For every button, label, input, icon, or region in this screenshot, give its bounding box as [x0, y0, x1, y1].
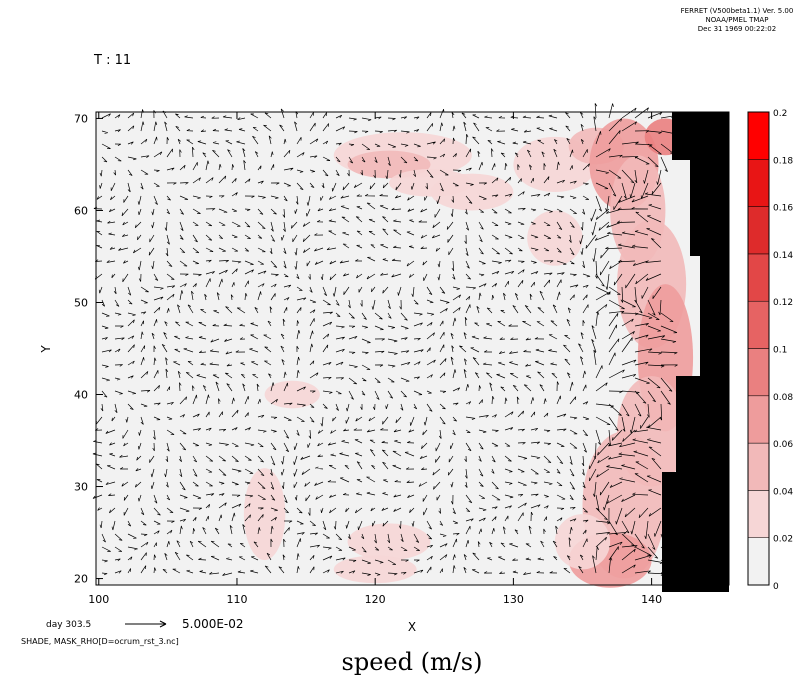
mask-cell [700, 292, 729, 304]
colorbar-swatch-4 [747, 348, 770, 397]
mask-cell [690, 244, 729, 256]
vector-field [92, 103, 678, 576]
y-axis-label: Y [39, 345, 53, 354]
mask-cell [662, 484, 729, 496]
speed-shade-16 [243, 468, 286, 561]
x-tick-label-130: 130 [503, 593, 524, 606]
y-tick-label-60: 60 [74, 204, 88, 217]
mask-cell [690, 232, 729, 244]
mask-cell [700, 340, 729, 352]
mask-cell [700, 316, 729, 328]
mask-cell [676, 388, 729, 400]
ferret-version: FERRET (V500beta1.1) Ver. 5.00 [681, 7, 794, 15]
speed-shade-17 [527, 210, 583, 266]
mask-cell [690, 172, 729, 184]
axis-ticks [96, 112, 729, 585]
colorbar: 0 0.02 0.04 0.06 0.08 0.1 0.12 0.14 0.16 0.18 0.2 [747, 109, 793, 592]
vector-arrows [92, 103, 678, 576]
mask-cell [676, 376, 729, 388]
mask-cell [676, 412, 729, 424]
speed-title: speed (m/s) [342, 648, 483, 676]
colorbar-frame [747, 111, 770, 586]
colorbar-label-0.18: 0.18 [773, 156, 793, 166]
mask-cell [662, 496, 729, 508]
mask-cell [690, 184, 729, 196]
mask-cell [662, 532, 729, 544]
y-tick-label-70: 70 [74, 112, 88, 125]
colorbar-swatch-8 [747, 159, 770, 207]
mask-cell [662, 556, 729, 568]
time-label: T : 11 [93, 53, 131, 68]
colorbar-label-0.14: 0.14 [773, 251, 793, 261]
shade-caption: SHADE, MASK_RHO[D=ocrum_rst_3.nc] [21, 637, 179, 646]
plot-area [92, 103, 730, 592]
mask-cell [662, 568, 729, 580]
mask-cell [700, 256, 729, 268]
colorbar-swatch-6 [747, 253, 770, 302]
mask-cell [662, 580, 729, 592]
mask-cell [672, 148, 729, 160]
colorbar-label-0.06: 0.06 [773, 440, 793, 450]
colorbar-swatch-5 [747, 300, 770, 349]
colorbar-label-0.12: 0.12 [773, 298, 793, 308]
mask-cell [700, 280, 729, 292]
mask-cell [672, 124, 729, 136]
x-axis-label: X [408, 620, 416, 634]
mask-cell [700, 304, 729, 316]
mask-cell [690, 160, 729, 172]
mask-cell [676, 448, 729, 460]
mask-cell [676, 400, 729, 412]
colorbar-label-0.02: 0.02 [773, 535, 793, 545]
x-tick-label-120: 120 [365, 593, 386, 606]
colorbar-label-0.16: 0.16 [773, 204, 793, 214]
vector-key-arrow-head [159, 620, 167, 628]
colorbar-label-0.1: 0.1 [773, 346, 787, 356]
mask-cell [700, 352, 729, 364]
x-tick-label-110: 110 [226, 593, 247, 606]
colorbar-swatch-0 [747, 537, 770, 586]
mask-cell [672, 112, 729, 124]
colorbar-swatch-1 [747, 490, 770, 538]
mask-cell [676, 424, 729, 436]
vector-key-label: day 303.5 [46, 620, 91, 630]
ferret-org: NOAA/PMEL TMAP [706, 16, 769, 24]
mask-cell [690, 196, 729, 208]
mask-cell [690, 220, 729, 232]
mask-cell [662, 508, 729, 520]
vector-key-value: 5.000E-02 [182, 617, 244, 631]
speed-shade-14 [333, 555, 417, 584]
mask-cell [662, 520, 729, 532]
mask-cell [700, 328, 729, 340]
x-tick-label-100: 100 [88, 593, 109, 606]
mask-cell [662, 472, 729, 484]
plot-frame [95, 111, 730, 586]
speed-shade-15 [264, 380, 320, 409]
x-tick-label-140: 140 [641, 593, 662, 606]
y-tick-label-20: 20 [74, 573, 88, 586]
mask-cell [672, 136, 729, 148]
land-mask [662, 112, 729, 592]
colorbar-swatch-3 [747, 395, 770, 444]
colorbar-label-0: 0 [773, 582, 779, 592]
colorbar-label-0.04: 0.04 [773, 487, 793, 497]
y-tick-label-30: 30 [74, 481, 88, 494]
colorbar-swatch-2 [747, 442, 770, 491]
mask-cell [700, 364, 729, 376]
y-tick-label-40: 40 [74, 389, 88, 402]
mask-cell [700, 268, 729, 280]
mask-cell [690, 208, 729, 220]
speed-shade-18 [389, 169, 472, 197]
colorbar-label-0.2: 0.2 [773, 109, 787, 119]
ferret-timestamp: Dec 31 1969 00:22:02 [698, 25, 776, 33]
colorbar-label-0.08: 0.08 [773, 393, 793, 403]
mask-cell [676, 436, 729, 448]
mask-cell [662, 544, 729, 556]
colorbar-swatch-9 [747, 111, 770, 160]
y-tick-label-50: 50 [74, 296, 88, 309]
colorbar-swatch-7 [747, 206, 770, 255]
vector-key: day 303.5 5.000E-02 [46, 617, 244, 631]
mask-cell [676, 460, 729, 472]
